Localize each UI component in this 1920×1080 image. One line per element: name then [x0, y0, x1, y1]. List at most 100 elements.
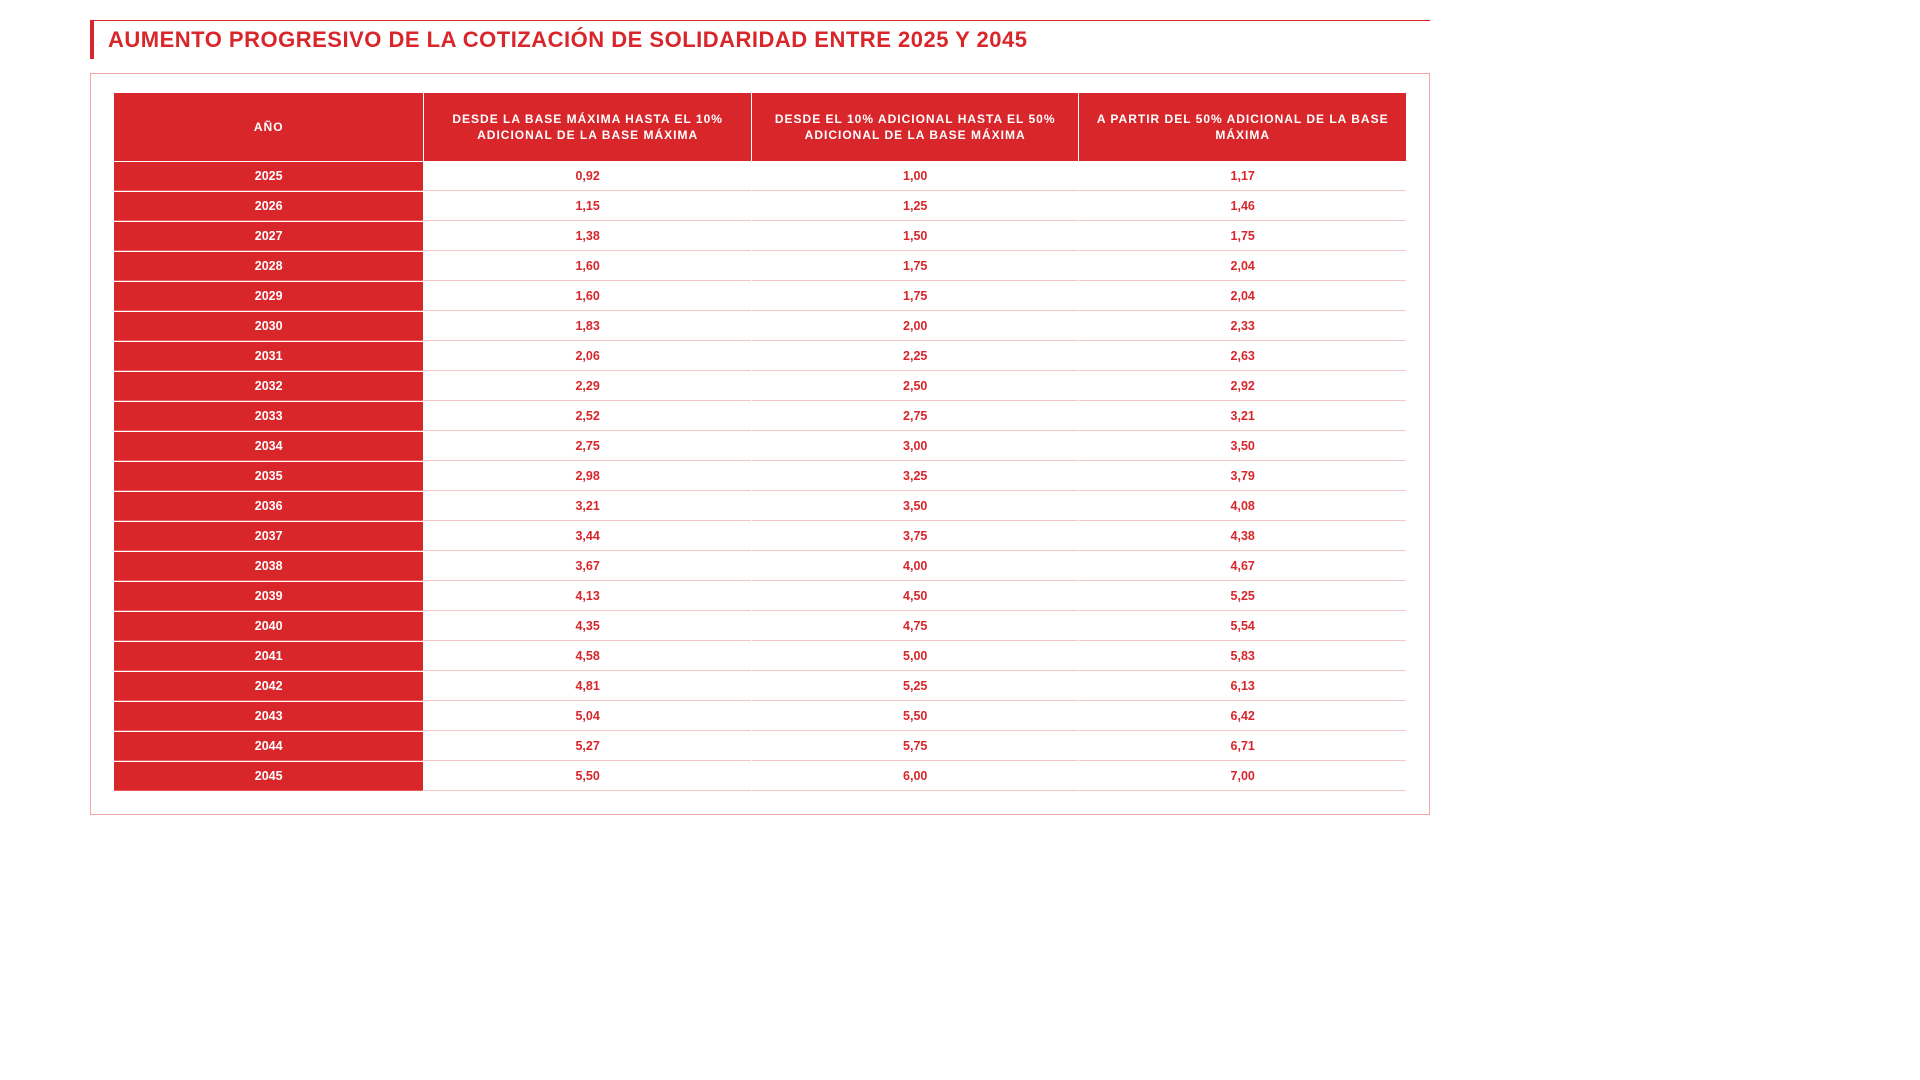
table-row: 20373,443,754,38	[114, 522, 1406, 551]
table-row: 20445,275,756,71	[114, 732, 1406, 761]
page-title: AUMENTO PROGRESIVO DE LA COTIZACIÓN DE S…	[108, 27, 1430, 53]
table-row: 20332,522,753,21	[114, 402, 1406, 431]
cell-value: 2,75	[424, 432, 751, 461]
col-header-tier1: DESDE LA BASE MÁXIMA HASTA EL 10% ADICIO…	[424, 93, 751, 161]
cell-value: 2,00	[752, 312, 1079, 341]
cell-year: 2029	[114, 282, 423, 311]
cell-value: 4,75	[752, 612, 1079, 641]
cell-year: 2038	[114, 552, 423, 581]
cell-value: 1,38	[424, 222, 751, 251]
cell-value: 2,29	[424, 372, 751, 401]
cell-value: 1,75	[752, 282, 1079, 311]
cell-year: 2039	[114, 582, 423, 611]
cell-value: 2,63	[1079, 342, 1406, 371]
table-row: 20455,506,007,00	[114, 762, 1406, 791]
cell-year: 2030	[114, 312, 423, 341]
solidarity-table: AÑO DESDE LA BASE MÁXIMA HASTA EL 10% AD…	[113, 92, 1407, 792]
cell-value: 2,04	[1079, 252, 1406, 281]
cell-value: 4,58	[424, 642, 751, 671]
cell-value: 2,92	[1079, 372, 1406, 401]
table-row: 20281,601,752,04	[114, 252, 1406, 281]
table-row: 20250,921,001,17	[114, 162, 1406, 191]
cell-value: 4,81	[424, 672, 751, 701]
table-row: 20404,354,755,54	[114, 612, 1406, 641]
cell-year: 2026	[114, 192, 423, 221]
cell-value: 4,13	[424, 582, 751, 611]
cell-year: 2037	[114, 522, 423, 551]
table-row: 20291,601,752,04	[114, 282, 1406, 311]
cell-value: 4,50	[752, 582, 1079, 611]
cell-value: 3,50	[1079, 432, 1406, 461]
cell-value: 2,52	[424, 402, 751, 431]
cell-value: 3,25	[752, 462, 1079, 491]
table-row: 20322,292,502,92	[114, 372, 1406, 401]
cell-value: 6,71	[1079, 732, 1406, 761]
cell-value: 3,44	[424, 522, 751, 551]
cell-value: 3,75	[752, 522, 1079, 551]
cell-value: 5,50	[424, 762, 751, 791]
cell-value: 2,06	[424, 342, 751, 371]
cell-value: 5,54	[1079, 612, 1406, 641]
cell-year: 2036	[114, 492, 423, 521]
cell-value: 1,15	[424, 192, 751, 221]
cell-value: 5,25	[1079, 582, 1406, 611]
table-header: AÑO DESDE LA BASE MÁXIMA HASTA EL 10% AD…	[114, 93, 1406, 161]
table-row: 20363,213,504,08	[114, 492, 1406, 521]
cell-value: 2,50	[752, 372, 1079, 401]
cell-value: 5,27	[424, 732, 751, 761]
cell-year: 2041	[114, 642, 423, 671]
cell-value: 1,83	[424, 312, 751, 341]
cell-year: 2044	[114, 732, 423, 761]
cell-value: 1,50	[752, 222, 1079, 251]
cell-value: 1,17	[1079, 162, 1406, 191]
cell-value: 2,98	[424, 462, 751, 491]
cell-year: 2045	[114, 762, 423, 791]
table-row: 20301,832,002,33	[114, 312, 1406, 341]
cell-year: 2028	[114, 252, 423, 281]
cell-value: 2,25	[752, 342, 1079, 371]
cell-value: 1,75	[1079, 222, 1406, 251]
cell-year: 2027	[114, 222, 423, 251]
cell-year: 2031	[114, 342, 423, 371]
cell-value: 1,00	[752, 162, 1079, 191]
cell-value: 1,60	[424, 252, 751, 281]
cell-value: 5,04	[424, 702, 751, 731]
cell-value: 5,83	[1079, 642, 1406, 671]
cell-value: 0,92	[424, 162, 751, 191]
col-header-tier3: A PARTIR DEL 50% ADICIONAL DE LA BASE MÁ…	[1079, 93, 1406, 161]
cell-value: 4,38	[1079, 522, 1406, 551]
cell-value: 1,25	[752, 192, 1079, 221]
cell-value: 2,33	[1079, 312, 1406, 341]
table-row: 20394,134,505,25	[114, 582, 1406, 611]
cell-value: 3,21	[424, 492, 751, 521]
cell-value: 4,00	[752, 552, 1079, 581]
cell-value: 5,00	[752, 642, 1079, 671]
cell-value: 3,79	[1079, 462, 1406, 491]
cell-value: 5,25	[752, 672, 1079, 701]
table-row: 20261,151,251,46	[114, 192, 1406, 221]
table-body: 20250,921,001,1720261,151,251,4620271,38…	[114, 162, 1406, 791]
cell-year: 2043	[114, 702, 423, 731]
table-row: 20424,815,256,13	[114, 672, 1406, 701]
table-row: 20383,674,004,67	[114, 552, 1406, 581]
cell-value: 3,67	[424, 552, 751, 581]
cell-value: 3,00	[752, 432, 1079, 461]
table-row: 20342,753,003,50	[114, 432, 1406, 461]
cell-value: 5,50	[752, 702, 1079, 731]
cell-value: 4,35	[424, 612, 751, 641]
cell-value: 5,75	[752, 732, 1079, 761]
cell-year: 2035	[114, 462, 423, 491]
cell-value: 4,08	[1079, 492, 1406, 521]
cell-value: 2,75	[752, 402, 1079, 431]
cell-year: 2033	[114, 402, 423, 431]
cell-year: 2034	[114, 432, 423, 461]
cell-value: 6,13	[1079, 672, 1406, 701]
col-header-year: AÑO	[114, 93, 423, 161]
cell-value: 3,21	[1079, 402, 1406, 431]
table-row: 20414,585,005,83	[114, 642, 1406, 671]
col-header-tier2: DESDE EL 10% ADICIONAL HASTA EL 50% ADIC…	[752, 93, 1079, 161]
table-row: 20435,045,506,42	[114, 702, 1406, 731]
cell-year: 2025	[114, 162, 423, 191]
cell-year: 2040	[114, 612, 423, 641]
cell-value: 1,75	[752, 252, 1079, 281]
